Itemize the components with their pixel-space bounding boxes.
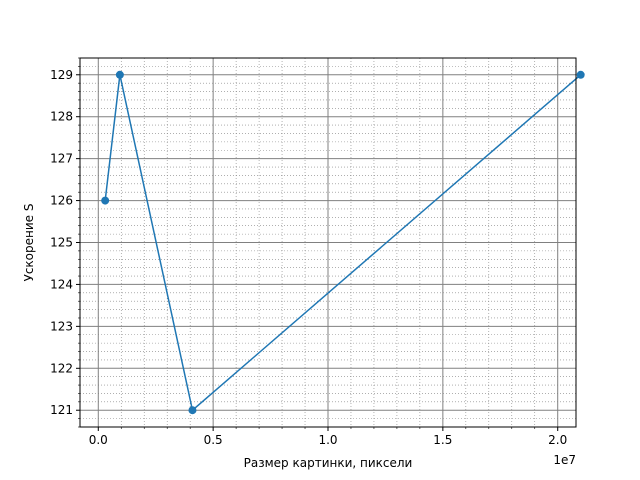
y-tick-label: 123	[50, 319, 73, 333]
y-tick-label: 125	[50, 236, 73, 250]
y-tick-label: 126	[50, 194, 73, 208]
x-tick-label: 1.5	[433, 433, 452, 447]
data-point	[576, 70, 585, 79]
y-tick-label: 127	[50, 152, 73, 166]
data-point	[188, 406, 197, 415]
y-tick-label: 128	[50, 110, 73, 124]
data-point	[115, 70, 124, 79]
major-grid	[80, 58, 576, 427]
x-tick-label: 2.0	[548, 433, 567, 447]
y-tick-label: 122	[50, 361, 73, 375]
data-point	[101, 196, 110, 205]
x-tick-label: 0.0	[89, 433, 108, 447]
series-layer	[101, 70, 585, 415]
y-tick-label: 129	[50, 68, 73, 82]
y-tick-label: 124	[50, 277, 73, 291]
y-axis-ticks: 121 122 123 124 125 126 127 128 129	[50, 57, 80, 428]
x-axis-offset-label: 1e7	[553, 453, 576, 467]
y-tick-label: 121	[50, 403, 73, 417]
x-axis-ticks: 0.0 0.5 1.0 1.5 2.0	[89, 427, 567, 447]
y-axis-label: Ускорение S	[22, 204, 36, 282]
series-line	[104, 74, 582, 412]
x-tick-label: 0.5	[204, 433, 223, 447]
x-tick-label: 1.0	[318, 433, 337, 447]
x-axis-label: Размер картинки, пиксели	[244, 456, 413, 470]
